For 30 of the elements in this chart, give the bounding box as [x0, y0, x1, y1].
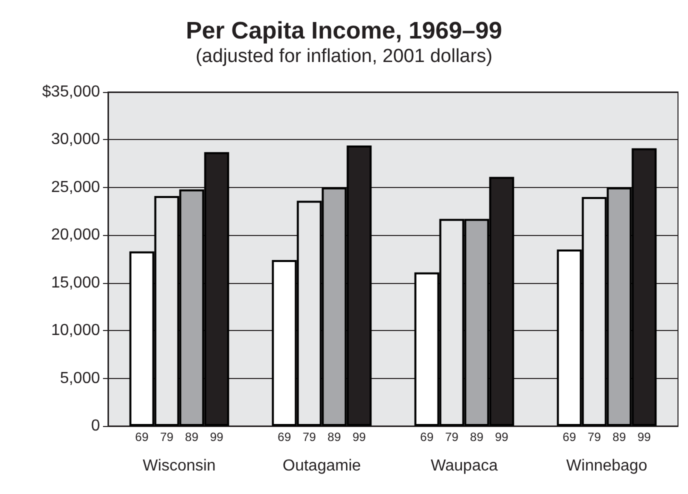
- text: 69: [278, 430, 292, 444]
- series-label: 69: [135, 430, 149, 444]
- text: 89: [328, 430, 341, 444]
- y-tick-label: 30,000: [51, 131, 100, 148]
- text: 99: [637, 430, 651, 444]
- text: 69: [420, 430, 434, 444]
- y-tick-label: 25,000: [51, 178, 100, 196]
- x-tick-label: Winnebago: [566, 458, 648, 474]
- y-tick-label: 5,000: [60, 370, 100, 387]
- y-tick-label: 20,000: [51, 226, 100, 244]
- y-tick-label: 15,000: [51, 274, 100, 292]
- series-label: 79: [160, 430, 174, 444]
- text: 79: [445, 430, 458, 444]
- x-tick-label: Outagamie: [282, 458, 361, 474]
- text: 99: [494, 430, 508, 444]
- y-tick-label: 10,000: [51, 322, 100, 340]
- chart-title: Per Capita Income, 1969–99: [186, 18, 502, 44]
- text: 89: [612, 430, 626, 444]
- text: 79: [302, 430, 316, 444]
- text: 89: [470, 430, 484, 444]
- y-tick-label: 0: [91, 418, 100, 434]
- chart-subtitle: (adjusted for inflation, 2001 dollars): [196, 46, 492, 67]
- y-tick-label: $35,000: [42, 84, 100, 100]
- series-label: 89: [185, 430, 199, 444]
- x-tick-label: Wisconsin: [142, 458, 216, 474]
- text: 69: [562, 430, 576, 444]
- series-label: 99: [210, 430, 224, 444]
- x-tick-label: Waupaca: [430, 458, 498, 474]
- text: 99: [352, 430, 366, 444]
- text: 79: [588, 430, 601, 444]
